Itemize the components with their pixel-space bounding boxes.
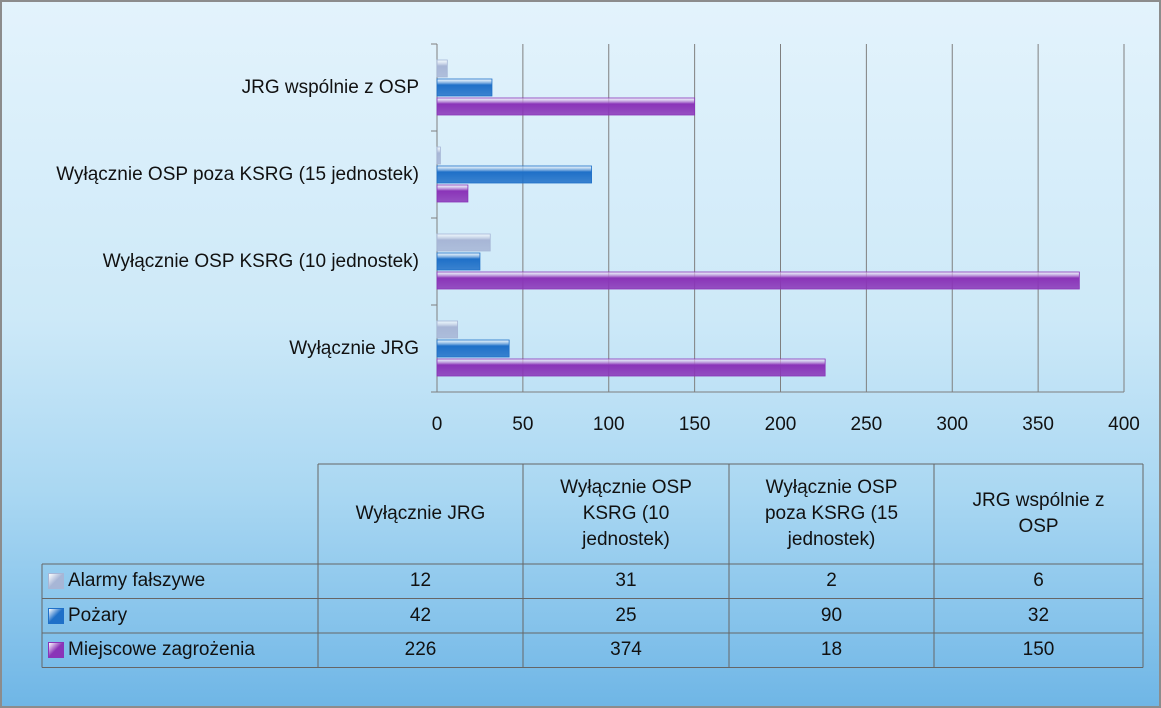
table-header: Wyłącznie JRG [355, 503, 486, 524]
y-tick-label: JRG wspólnie z OSP [19, 48, 419, 128]
bar [436, 59, 448, 78]
y-tick-label: Wyłącznie OSP poza KSRG (15 jednostek) [19, 135, 419, 215]
legend-label: Alarmy fałszywe [68, 570, 206, 592]
x-tick-label: 0 [431, 414, 443, 435]
bar [436, 358, 826, 377]
table-cell: 226 [404, 639, 437, 661]
x-tick-label: 300 [936, 414, 969, 435]
bar [436, 78, 493, 97]
bar [436, 339, 510, 358]
x-tick-label: 150 [678, 414, 711, 435]
bar [436, 184, 469, 203]
table-cell: 150 [1022, 639, 1055, 661]
table-cell: 90 [820, 604, 843, 626]
legend-key [48, 573, 64, 590]
legend-label: Pożary [68, 604, 128, 626]
table-cell: 42 [409, 604, 432, 626]
x-tick-label: 350 [1022, 414, 1054, 435]
table-cell: 374 [610, 639, 642, 661]
bar [436, 165, 592, 184]
bar [436, 146, 441, 165]
y-tick-label: Wyłącznie OSP KSRG (10 jednostek) [19, 222, 419, 302]
y-tick-label: Wyłącznie JRG [19, 309, 419, 389]
legend-entry: Pożary [42, 599, 318, 634]
bar [436, 271, 1080, 290]
table-header: Wyłącznie OSP KSRG (10 jednostek) [560, 477, 692, 550]
category-label: JRG wspólnie z OSP [241, 76, 419, 98]
x-tick-label: 50 [512, 414, 534, 435]
legend-key [48, 642, 64, 659]
legend-label: Miejscowe zagrożenia [68, 639, 255, 661]
table-cell: 31 [615, 570, 637, 592]
table-cell: 2 [826, 570, 837, 592]
table-cell: 32 [1027, 604, 1050, 626]
bar [436, 97, 696, 116]
category-label: Wyłącznie JRG [289, 337, 419, 359]
legend-entry: Miejscowe zagrożenia [42, 633, 318, 668]
x-tick-label: 400 [1108, 414, 1140, 435]
legend-key [48, 607, 64, 624]
table-header: Wyłącznie OSP poza KSRG (15 jednostek) [764, 477, 899, 550]
x-tick-label: 200 [764, 414, 797, 435]
bar [436, 252, 481, 271]
x-tick-label: 100 [592, 414, 625, 435]
category-label: Wyłącznie OSP KSRG (10 jednostek) [102, 250, 419, 272]
table-cell: 25 [615, 604, 637, 626]
bar [436, 233, 491, 252]
legend-entry: Alarmy fałszywe [42, 564, 318, 599]
category-label: Wyłącznie OSP poza KSRG (15 jednostek) [56, 163, 419, 185]
table-cell: 12 [409, 570, 432, 592]
bar [436, 320, 459, 339]
table-header: JRG wspólnie z OSP [972, 490, 1105, 537]
table-cell: 18 [820, 639, 843, 661]
x-tick-label: 250 [850, 414, 883, 435]
table-cell: 6 [1033, 570, 1044, 592]
